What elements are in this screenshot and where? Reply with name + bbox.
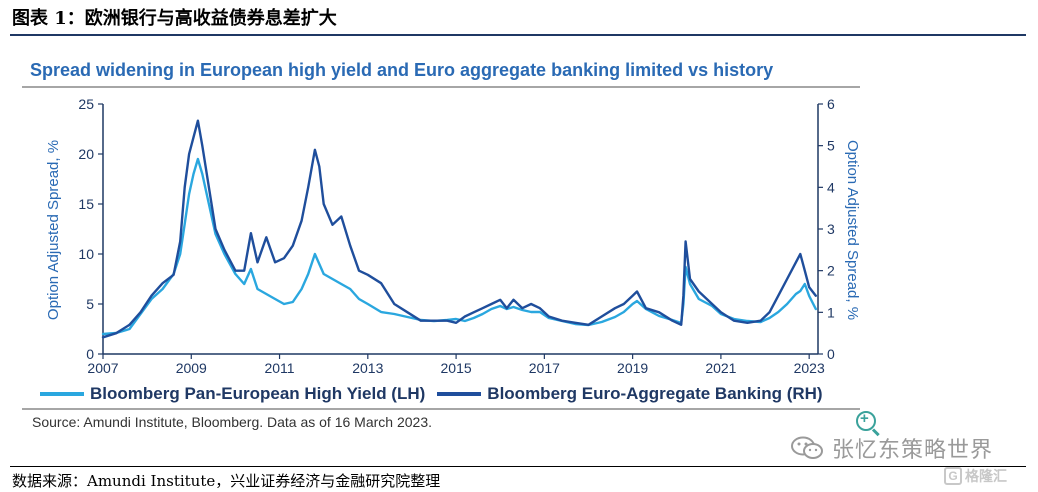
y-tick-label-right: 3 <box>827 221 835 237</box>
x-tick-label: 2021 <box>705 360 736 376</box>
watermark-text: 张忆东策略世界 <box>832 437 994 462</box>
y-tick-label-right: 5 <box>827 138 835 154</box>
watermark: 张忆东策略世界 <box>790 432 993 464</box>
y-tick-label-left: 5 <box>86 296 94 312</box>
chart-title-rule <box>22 86 860 88</box>
y-tick-label-left: 25 <box>78 96 94 112</box>
footer-rule <box>10 466 1026 467</box>
y-tick-label-left: 20 <box>78 146 94 162</box>
x-tick-label: 2013 <box>352 360 383 376</box>
x-tick-label: 2011 <box>264 360 294 376</box>
x-tick-label: 2015 <box>441 360 472 376</box>
chart-legend: Bloomberg Pan-European High Yield (LH) B… <box>40 380 835 408</box>
series-line-banking <box>101 119 817 339</box>
series-line-high-yield <box>101 157 817 336</box>
y-tick-label-left: 0 <box>86 346 94 362</box>
x-tick-label: 2017 <box>529 360 560 376</box>
data-source-footer: 数据来源：Amundi Institute，兴业证券经济与金融研究院整理 <box>12 472 441 490</box>
legend-swatch-banking <box>437 392 482 396</box>
legend-item-banking: Bloomberg Euro-Aggregate Banking (RH) <box>437 384 823 404</box>
chart-axes: 2007 2009 2011 2013 2015 2017 2019 2021 20230510… <box>78 96 835 376</box>
y-tick-label-right: 2 <box>827 263 835 279</box>
g-logo-icon: G <box>944 467 962 485</box>
title-rule <box>10 34 1026 36</box>
x-tick-label: 2023 <box>794 360 825 376</box>
x-tick-label: 2019 <box>617 360 648 376</box>
y-axis-label-left: Option Adjusted Spread, % <box>45 140 62 320</box>
gelonghui-badge: G 格隆汇 <box>944 466 1007 486</box>
y-tick-label-right: 4 <box>827 179 835 195</box>
y-axis-label-right: Option Adjusted Spread, % <box>844 140 861 320</box>
badge-text: 格隆汇 <box>965 468 1007 484</box>
x-tick-label: 2009 <box>176 360 207 376</box>
chart-title: Spread widening in European high yield a… <box>30 60 774 80</box>
y-tick-label-right: 1 <box>827 304 835 320</box>
legend-label-high-yield: Bloomberg Pan-European High Yield (LH) <box>90 384 426 403</box>
y-tick-label-right: 0 <box>827 346 835 362</box>
y-tick-label-right: 6 <box>827 96 835 112</box>
legend-rule <box>22 408 860 410</box>
y-tick-label-left: 15 <box>78 196 94 212</box>
legend-swatch-high-yield <box>40 392 84 396</box>
figure-title: 图表 1：欧洲银行与高收益债券息差扩大 <box>12 8 337 29</box>
x-tick-label: 2007 <box>87 360 118 376</box>
wechat-icon <box>791 436 823 459</box>
legend-item-high-yield: Bloomberg Pan-European High Yield (LH) <box>40 384 425 404</box>
y-tick-label-left: 10 <box>78 246 94 262</box>
zoom-in-icon[interactable]: + <box>856 410 876 431</box>
chart-source: Source: Amundi Institute, Bloomberg. Dat… <box>32 414 432 430</box>
line-chart: 2007 2009 2011 2013 2015 2017 2019 2021 20230510… <box>45 96 861 376</box>
legend-label-banking: Bloomberg Euro-Aggregate Banking (RH) <box>487 384 823 403</box>
chart-series <box>101 119 817 339</box>
